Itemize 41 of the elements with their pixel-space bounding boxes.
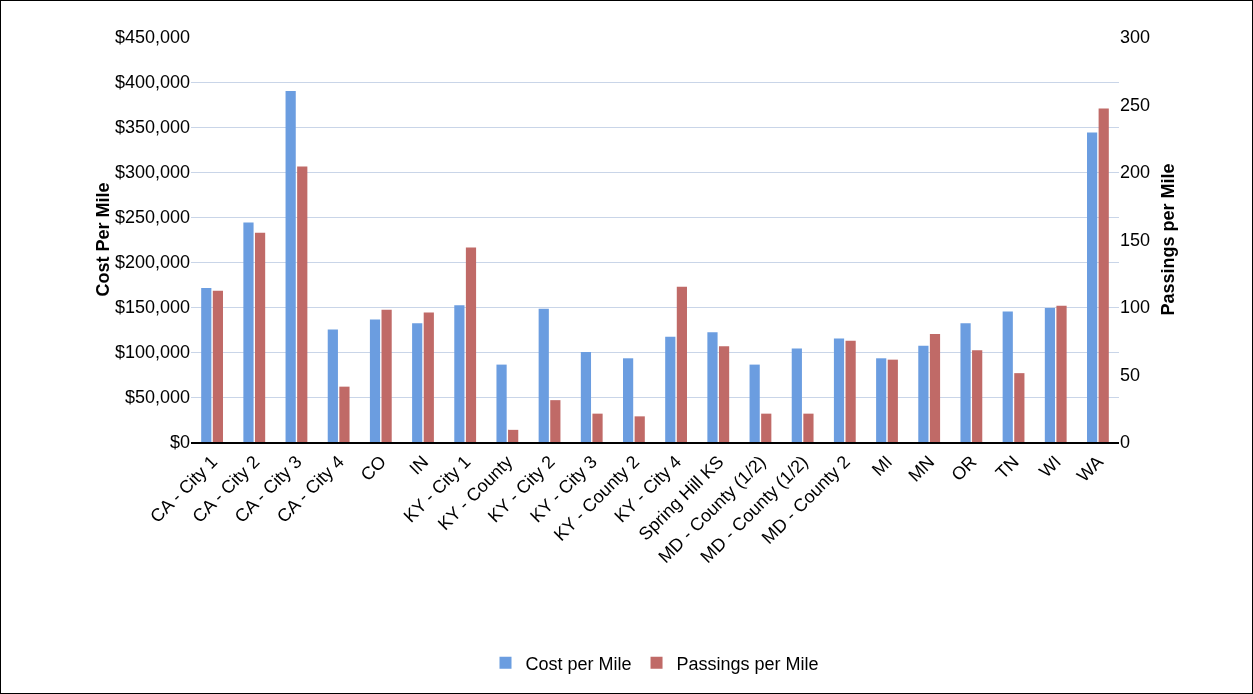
bar [749, 364, 760, 442]
y-tick-label: $0 [169, 432, 190, 453]
y-tick-label: $450,000 [114, 27, 190, 48]
x-tick-label: MN [904, 451, 939, 486]
bar [538, 308, 549, 442]
x-tick-label: WI [1035, 451, 1065, 482]
legend-label: Cost per Mile [525, 653, 632, 674]
y2-axis-title: Passings per Mile [1158, 163, 1178, 316]
bar [550, 400, 561, 442]
y-tick-label: $200,000 [114, 252, 190, 273]
bar [496, 364, 507, 442]
x-tick-label: TN [991, 451, 1023, 483]
x-tick-label: MI [867, 451, 897, 480]
y-tick-label: $350,000 [114, 117, 190, 138]
y2-tick-label: 0 [1120, 432, 1131, 453]
bar [508, 429, 519, 442]
x-tick-label: OR [947, 451, 981, 485]
bar [580, 352, 592, 442]
y2-tick-label: 250 [1120, 94, 1151, 115]
bar [623, 358, 634, 442]
bar [803, 413, 814, 442]
x-tick-label: CO [356, 451, 391, 485]
y-tick-label: $300,000 [114, 162, 190, 183]
y-tick-label: $250,000 [114, 207, 190, 228]
x-tick-label: WA [1072, 451, 1108, 486]
bar [592, 413, 603, 442]
y-tick-label: $400,000 [114, 72, 190, 93]
y-tick-label: $100,000 [114, 342, 190, 363]
y2-tick-label: 300 [1120, 27, 1151, 48]
y-axis-title: Cost Per Mile [92, 182, 113, 297]
bar [634, 416, 645, 442]
y2-tick-label: 50 [1120, 364, 1141, 385]
y2-tick-label: 100 [1120, 297, 1151, 318]
bar [327, 329, 338, 442]
y-tick-label: $150,000 [114, 297, 190, 318]
y-tick-label: $50,000 [124, 387, 190, 408]
y2-tick-label: 150 [1120, 229, 1151, 250]
y2-tick-label: 200 [1120, 162, 1151, 183]
bar [791, 348, 802, 442]
x-tick-label: IN [405, 451, 433, 479]
legend-label: Passings per Mile [676, 653, 819, 674]
